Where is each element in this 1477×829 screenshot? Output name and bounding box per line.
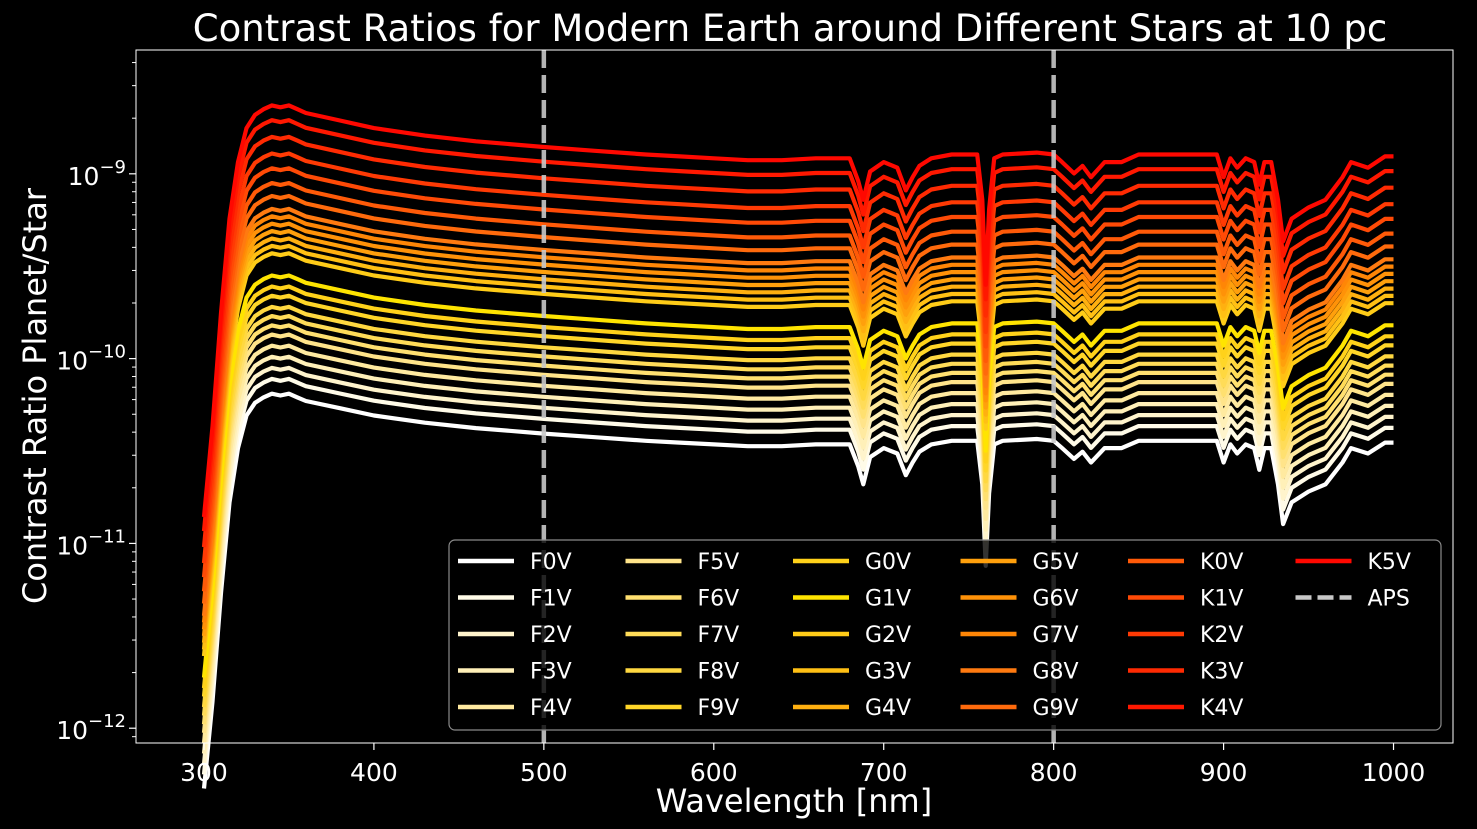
legend-entry-aps: APS (1295, 587, 1410, 612)
series-line-f5v (201, 332, 1394, 734)
chart-title: Contrast Ratios for Modern Earth around … (193, 7, 1387, 50)
legend-entry-f6v: F6V (625, 587, 740, 612)
legend-entry-f3v: F3V (458, 660, 572, 685)
series-line-k1v (201, 166, 1394, 578)
series-line-f9v (201, 293, 1394, 697)
legend-entry-g1v: G1V (793, 587, 911, 612)
legend-entry-g4v: G4V (793, 696, 911, 721)
plot-lines (201, 103, 1394, 789)
legend: F0V F1V F2V F3V F4V F5V F6V F7V F8V F9V G0V G1V G2V G… (448, 539, 1442, 731)
legend-label: K0V (1200, 550, 1243, 575)
legend-entry-k0v: K0V (1128, 550, 1243, 575)
x-tick-label: 600 (690, 758, 738, 787)
x-tick-label: 800 (1030, 758, 1078, 787)
legend-label: G2V (865, 623, 911, 648)
legend-label: G8V (1033, 660, 1079, 685)
y-tick-label: 10−10 (56, 342, 126, 376)
x-tick-label: 700 (860, 758, 908, 787)
series-line-f7v (201, 314, 1394, 716)
legend-label: K5V (1368, 550, 1411, 575)
legend-entry-k3v: K3V (1128, 660, 1243, 685)
x-tick-label: 300 (180, 758, 228, 787)
legend-entry-g0v: G0V (793, 550, 911, 575)
legend-entry-k4v: K4V (1128, 696, 1243, 721)
legend-label: G6V (1033, 587, 1079, 612)
legend-label: F0V (530, 550, 572, 575)
legend-entry-k1v: K1V (1128, 587, 1243, 612)
legend-label: G7V (1033, 623, 1079, 648)
legend-label: F6V (698, 587, 740, 612)
series-line-k5v (201, 103, 1394, 518)
series-line-g8v (201, 206, 1394, 616)
legend-label: F2V (530, 623, 572, 648)
legend-label: K1V (1200, 587, 1243, 612)
series-line-f0v (201, 391, 1394, 789)
legend-label: G4V (865, 696, 911, 721)
series-line-f4v (201, 343, 1394, 744)
legend-entry-k2v: K2V (1128, 623, 1243, 648)
plot-frame (135, 49, 1454, 744)
legend-entry-f9v: F9V (625, 696, 740, 721)
legend-label: G5V (1033, 550, 1079, 575)
legend-entry-f2v: F2V (458, 623, 572, 648)
series-line-g9v (201, 193, 1394, 604)
legend-entry-g2v: G2V (793, 623, 911, 648)
legend-entry-k5v: K5V (1295, 550, 1411, 575)
y-tick-label: 10−12 (56, 711, 126, 745)
series-line-k3v (201, 134, 1394, 548)
legend-label: F9V (698, 696, 740, 721)
series-line-g1v (201, 273, 1394, 678)
legend-entry-f7v: F7V (625, 623, 740, 648)
x-tick-label: 400 (350, 758, 398, 787)
x-axis: 300 400 500 600 700 800 900 1000 (180, 743, 1425, 787)
legend-entry-f4v: F4V (458, 696, 572, 721)
x-tick-label: 1000 (1362, 758, 1426, 787)
legend-label: F3V (530, 660, 572, 685)
legend-entry-f0v: F0V (458, 550, 572, 575)
legend-label: F7V (698, 623, 740, 648)
legend-entry-g9v: G9V (960, 696, 1079, 721)
series-line-k2v (201, 151, 1394, 564)
series-line-f8v (201, 304, 1394, 708)
x-axis-label: Wavelength [nm] (656, 782, 932, 820)
legend-entry-f1v: F1V (458, 587, 572, 612)
legend-entry-g8v: G8V (960, 660, 1079, 685)
series-line-f1v (201, 376, 1394, 775)
legend-label: K3V (1200, 660, 1243, 685)
y-tick-label: 10−11 (56, 526, 126, 560)
legend-entry-f8v: F8V (625, 660, 740, 685)
legend-label: F5V (698, 550, 740, 575)
legend-label: K2V (1200, 623, 1243, 648)
series-line-k0v (201, 181, 1394, 592)
legend-label: APS (1368, 587, 1410, 612)
series-line-f6v (201, 323, 1394, 725)
legend-entry-g7v: G7V (960, 623, 1079, 648)
legend-entry-f5v: F5V (625, 550, 740, 575)
y-axis: 10−9 10−10 10−11 10−12 (56, 62, 136, 745)
legend-box (448, 539, 1442, 731)
legend-entry-g5v: G5V (960, 550, 1079, 575)
legend-label: G1V (865, 587, 911, 612)
series-line-k4v (201, 118, 1394, 532)
legend-label: G0V (865, 550, 911, 575)
legend-entry-g6v: G6V (960, 587, 1079, 612)
legend-label: K4V (1200, 696, 1243, 721)
series-line-f2v (201, 365, 1394, 765)
legend-label: F1V (530, 587, 572, 612)
series-line-f3v (201, 354, 1394, 754)
legend-label: G3V (865, 660, 911, 685)
x-tick-label: 500 (520, 758, 568, 787)
legend-entry-g3v: G3V (793, 660, 911, 685)
x-tick-label: 900 (1200, 758, 1248, 787)
series-line-g0v (201, 284, 1394, 689)
y-axis-label: Contrast Ratio Planet/Star (16, 187, 54, 604)
legend-label: G9V (1033, 696, 1079, 721)
legend-label: F4V (530, 696, 572, 721)
legend-label: F8V (698, 660, 740, 685)
y-tick-label: 10−9 (68, 157, 126, 191)
